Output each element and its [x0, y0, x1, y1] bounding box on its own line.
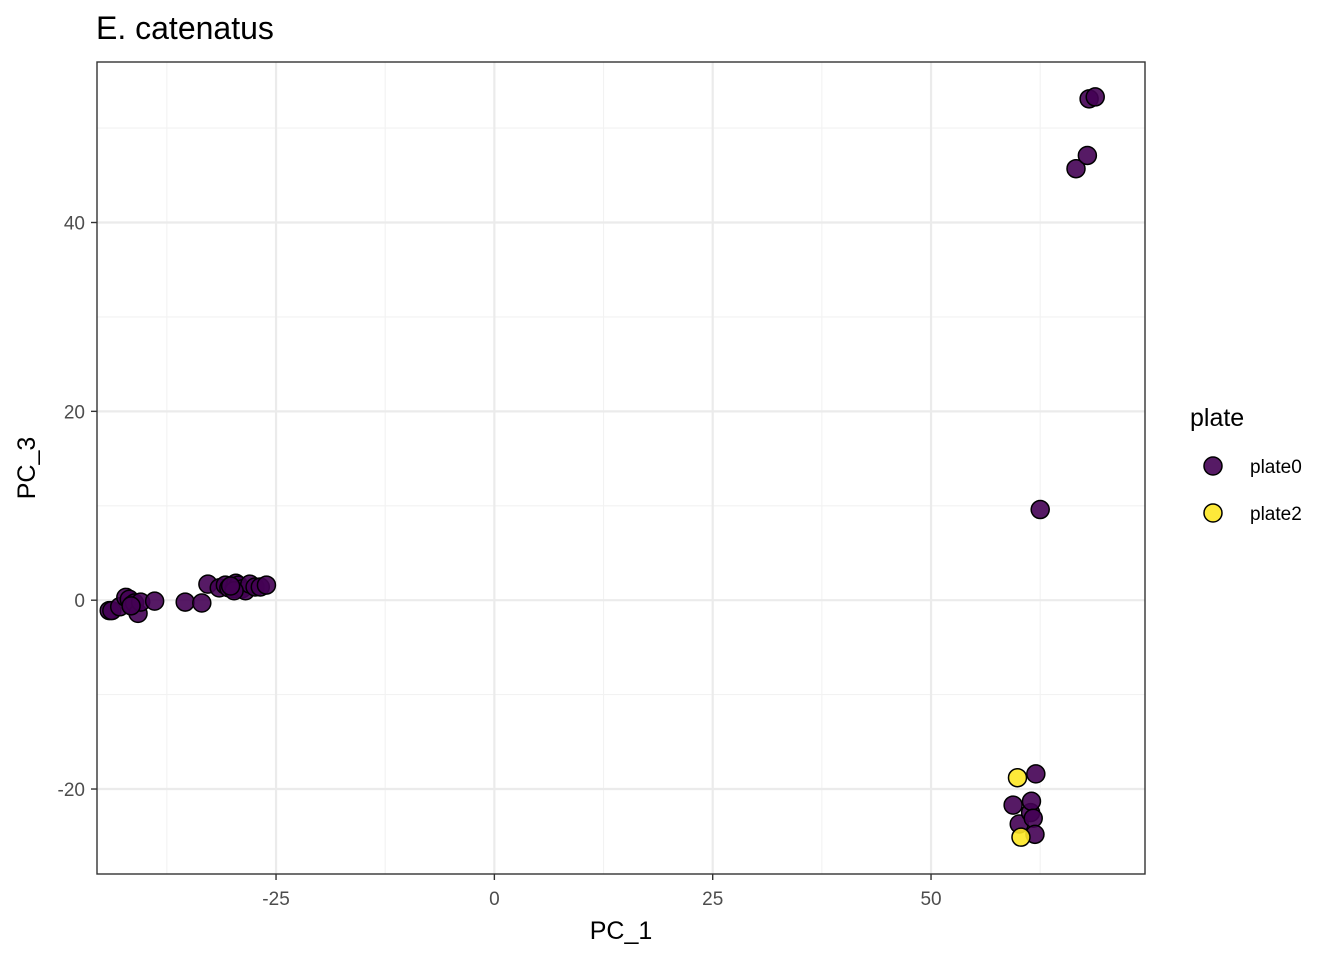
y-axis: -20 0 20 40	[58, 214, 97, 801]
y-tick-label: 40	[64, 214, 85, 235]
plot-panel	[96, 61, 1146, 875]
data-point-plate0	[220, 576, 241, 596]
legend-label-plate0: plate0	[1250, 457, 1302, 478]
panel-border	[96, 61, 1146, 875]
data-point-plate0	[192, 593, 212, 613]
x-axis-title: PC_1	[590, 917, 653, 945]
data-point-plate0	[1026, 764, 1046, 784]
chart-title: E. catenatus	[96, 10, 274, 46]
data-point-plate0	[1085, 87, 1105, 107]
data-point-plate0	[1003, 795, 1023, 815]
y-tick-label: 0	[74, 591, 85, 612]
data-point-plate2	[1011, 827, 1031, 847]
data-point-plate2	[1007, 767, 1028, 788]
data-point-plate0	[1030, 499, 1050, 520]
legend: plate plate0 plate2	[1190, 404, 1302, 525]
x-tick-label: 25	[702, 889, 723, 910]
x-tick-label: 50	[920, 889, 941, 910]
x-axis: -25 0 25 50	[262, 874, 942, 910]
legend-title: plate	[1190, 404, 1244, 432]
data-point-plate0	[1021, 791, 1042, 812]
x-tick-label: -25	[262, 889, 289, 910]
legend-label-plate2: plate2	[1250, 504, 1302, 525]
data-points	[99, 87, 1105, 847]
data-point-plate0	[175, 592, 195, 612]
y-tick-label: 20	[64, 402, 85, 423]
data-point-plate0	[1066, 158, 1086, 179]
y-tick-label: -20	[58, 780, 85, 801]
legend-key-plate2	[1203, 503, 1223, 523]
minor-grid	[97, 62, 1145, 874]
legend-key-plate0	[1203, 456, 1223, 476]
data-point-plate0	[1023, 808, 1043, 829]
data-point-plate0	[1077, 145, 1098, 166]
major-grid	[97, 62, 1145, 874]
y-axis-title: PC_3	[13, 437, 41, 500]
data-point-plate0	[256, 575, 277, 595]
data-point-plate0	[144, 591, 165, 611]
data-point-plate0	[121, 596, 141, 616]
x-tick-label: 0	[489, 889, 500, 910]
